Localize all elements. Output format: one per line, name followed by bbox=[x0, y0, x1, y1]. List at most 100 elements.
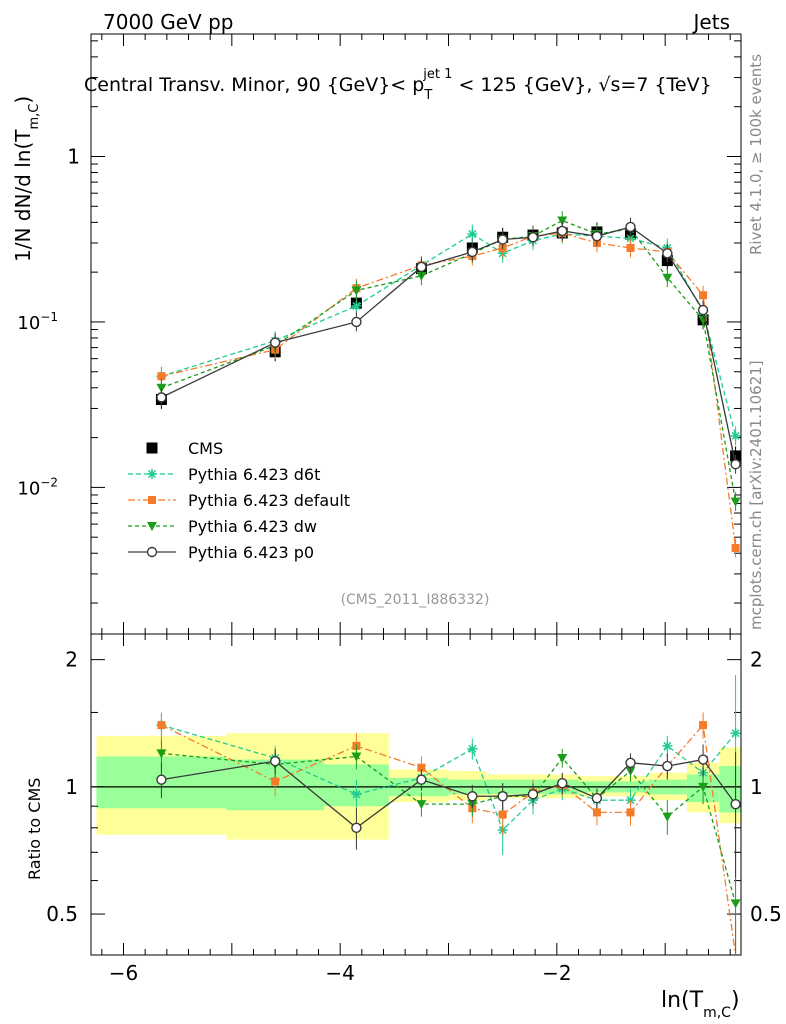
point-dw bbox=[351, 286, 362, 296]
legend-item-default: Pythia 6.423 default bbox=[128, 491, 350, 510]
legend-marker-default bbox=[148, 496, 156, 504]
series-dw bbox=[156, 211, 741, 955]
ratio-point-dw bbox=[557, 754, 568, 764]
point-p0 bbox=[527, 232, 539, 243]
legend-item-d6t: Pythia 6.423 d6t bbox=[128, 465, 320, 484]
ratio-point-p0 bbox=[591, 793, 603, 804]
point-default bbox=[626, 243, 635, 252]
legend: CMS Pythia 6.423 d6t Pythia 6.423 default P… bbox=[128, 439, 350, 562]
ratio-point-dw bbox=[698, 782, 709, 792]
x-axis-label: ln(Tm,C) bbox=[661, 988, 740, 1021]
legend-item-dw: Pythia 6.423 dw bbox=[128, 517, 317, 536]
ratio-y-tick-label-right: 0.5 bbox=[750, 902, 782, 926]
point-d6t bbox=[467, 229, 478, 240]
plot-frames bbox=[90, 33, 742, 956]
ratio-point-dw bbox=[730, 899, 741, 909]
title-prefix: Central Transv. Minor, 90 {GeV}< p bbox=[84, 74, 424, 96]
axis-ticks: −6 −4 −2 1 10−1 10−2 2 2 1 1 0.5 0.5 bbox=[17, 34, 782, 985]
ratio-point-dw bbox=[662, 812, 673, 822]
legend-label: Pythia 6.423 d6t bbox=[188, 465, 320, 484]
point-dw bbox=[662, 273, 673, 283]
ratio-point-p0 bbox=[416, 774, 427, 785]
legend-label: Pythia 6.423 dw bbox=[188, 517, 317, 536]
ratio-point-d6t bbox=[467, 743, 478, 754]
ratio-y-tick-label-left: 0.5 bbox=[46, 902, 78, 926]
ratio-point-p0 bbox=[351, 822, 362, 833]
point-d6t bbox=[730, 430, 741, 441]
legend-marker-d6t bbox=[147, 469, 157, 479]
xlabel-suffix: ) bbox=[731, 988, 740, 1013]
point-default bbox=[157, 372, 166, 381]
point-p0 bbox=[697, 304, 709, 316]
main-ylabel-suffix: ) bbox=[11, 96, 35, 104]
side-label-top: Rivet 4.1.0, ≥ 100k events bbox=[747, 54, 765, 255]
ratio-point-p0 bbox=[625, 757, 636, 769]
ratio-y-tick-label-right: 2 bbox=[750, 648, 763, 672]
main-y-tick-label: 10−1 bbox=[17, 310, 58, 334]
ratio-point-p0 bbox=[156, 774, 167, 785]
point-p0 bbox=[467, 246, 478, 258]
energy-label: 7000 GeV pp bbox=[103, 10, 234, 34]
ratio-point-default bbox=[626, 808, 635, 817]
point-d6t bbox=[625, 233, 636, 244]
legend-marker-dw bbox=[147, 522, 157, 531]
main-ylabel-prefix: 1/N dN/d ln(T bbox=[11, 129, 35, 262]
ratio-point-default bbox=[271, 777, 280, 786]
point-d6t bbox=[351, 300, 362, 311]
title-sub: T bbox=[423, 88, 432, 103]
ratio-point-p0 bbox=[269, 756, 281, 767]
ratio-point-p0 bbox=[497, 791, 508, 802]
ratio-point-dw bbox=[351, 752, 362, 762]
point-p0 bbox=[591, 230, 603, 242]
ratio-y-tick-label-left: 1 bbox=[65, 775, 78, 799]
side-label-bottom: mcplots.cern.ch [arXiv:2401.10621] bbox=[747, 360, 765, 630]
point-p0 bbox=[269, 337, 281, 348]
point-dw bbox=[698, 315, 709, 325]
point-p0 bbox=[497, 234, 508, 245]
ratio-point-default bbox=[498, 810, 507, 819]
legend-marker-p0 bbox=[146, 546, 158, 558]
point-p0 bbox=[557, 225, 568, 237]
main-y-axis-label: 1/N dN/d ln(Tm,C) bbox=[11, 96, 42, 262]
ratio-y-axis-label: Ratio to CMS bbox=[25, 778, 44, 880]
xlabel-prefix: ln(T bbox=[661, 988, 704, 1013]
series-p0 bbox=[156, 217, 741, 878]
ratio-point-default bbox=[592, 808, 601, 817]
point-p0 bbox=[662, 248, 673, 259]
ratio-y-tick-label-left: 2 bbox=[65, 648, 78, 672]
title-suffix: < 125 {GeV}, √s=7 {TeV} bbox=[452, 74, 711, 96]
ratio-point-default bbox=[157, 721, 166, 730]
series-line-dw bbox=[161, 219, 737, 502]
analysis-id: (CMS_2011_I886332) bbox=[341, 592, 490, 608]
ratio-point-p0 bbox=[697, 754, 709, 765]
main-y-tick-label: 1 bbox=[67, 144, 80, 168]
ratio-point-p0 bbox=[730, 798, 741, 810]
main-y-tick-label: 10−2 bbox=[17, 475, 58, 499]
ratio-point-p0 bbox=[467, 791, 478, 802]
x-tick-label: −4 bbox=[325, 961, 354, 985]
point-p0 bbox=[351, 316, 362, 328]
x-tick-label: −2 bbox=[542, 961, 571, 985]
ratio-point-p0 bbox=[527, 789, 539, 800]
point-default bbox=[731, 544, 740, 553]
ratio-frame bbox=[90, 633, 742, 956]
ratio-point-d6t bbox=[730, 728, 741, 739]
ratio-point-d6t bbox=[662, 740, 673, 751]
main-ylabel-sub: m,C bbox=[27, 104, 42, 130]
legend-item-cms: CMS bbox=[146, 439, 223, 458]
series-line-p0 bbox=[161, 226, 737, 465]
ratio-point-default bbox=[417, 763, 426, 772]
ratio-y-tick-label-right: 1 bbox=[750, 775, 763, 799]
point-p0 bbox=[156, 392, 167, 403]
legend-item-p0: Pythia 6.423 p0 bbox=[128, 543, 314, 562]
title-sup: jet 1 bbox=[422, 67, 452, 82]
point-p0 bbox=[730, 459, 741, 470]
ratio-point-dw bbox=[156, 749, 167, 759]
process-label: Jets bbox=[692, 10, 730, 34]
point-dw bbox=[730, 497, 741, 507]
data-series bbox=[155, 211, 742, 956]
legend-label: Pythia 6.423 p0 bbox=[188, 543, 314, 562]
point-dw bbox=[557, 216, 568, 226]
ratio-point-default bbox=[699, 721, 708, 730]
